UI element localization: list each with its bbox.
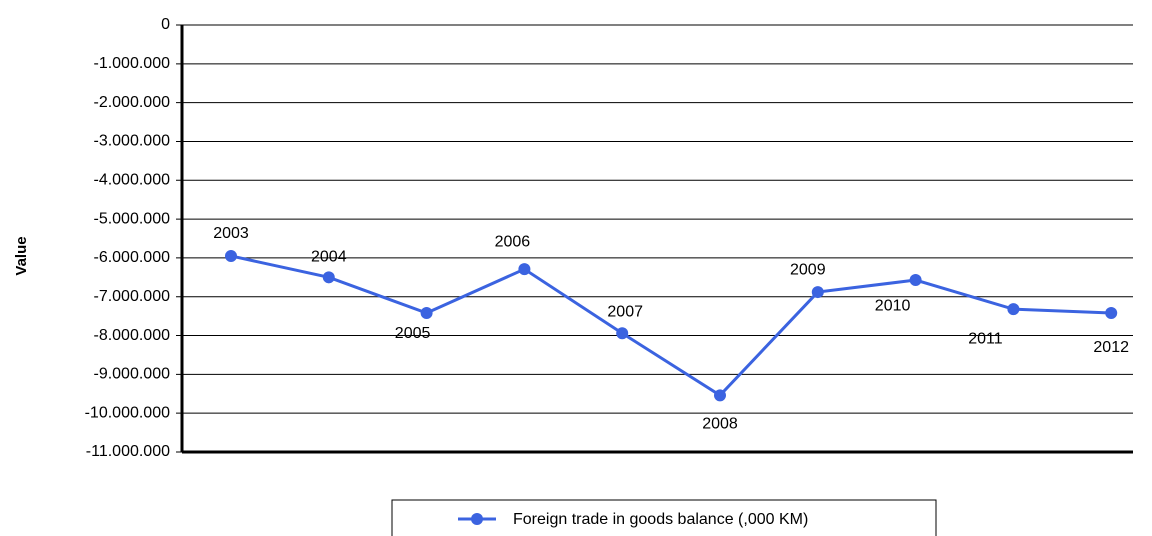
data-point: [1007, 303, 1020, 316]
y-tick-label: -1.000.000: [93, 55, 170, 72]
point-label: 2006: [495, 233, 531, 250]
data-point: [420, 307, 433, 320]
data-point: [811, 286, 824, 299]
y-tick-label: -5.000.000: [93, 210, 170, 227]
legend-label: Foreign trade in goods balance (,000 KM): [513, 511, 808, 528]
y-tick-label: 0: [161, 16, 170, 33]
data-point: [909, 274, 922, 287]
y-tick-label: -8.000.000: [93, 327, 170, 344]
point-label: 2007: [607, 303, 643, 320]
y-tick-label: -3.000.000: [93, 133, 170, 150]
y-tick-label: -7.000.000: [93, 288, 170, 305]
point-label: 2004: [311, 249, 347, 266]
data-point: [225, 249, 237, 262]
y-tick-label: -9.000.000: [93, 366, 170, 383]
data-point: [1105, 307, 1118, 320]
data-point: [322, 271, 335, 284]
point-label: 2005: [395, 325, 431, 342]
point-label: 2012: [1093, 339, 1129, 356]
y-tick-label: -10.000.000: [85, 404, 171, 421]
y-tick-label: -4.000.000: [93, 171, 170, 188]
data-point: [616, 327, 629, 340]
legend-marker: [471, 513, 483, 525]
point-label: 2008: [702, 416, 738, 433]
point-label: 2003: [213, 225, 249, 242]
point-label: 2011: [968, 330, 1003, 347]
y-tick-label: -6.000.000: [93, 249, 170, 266]
series-line: [230, 254, 1112, 398]
point-label: 2009: [790, 261, 826, 278]
y-axis-label: Value: [13, 236, 30, 275]
y-tick-label: -11.000.000: [86, 443, 170, 460]
data-point: [714, 389, 726, 402]
data-point: [518, 263, 531, 276]
y-tick-label: -2.000.000: [93, 94, 170, 111]
point-label: 2010: [875, 297, 911, 314]
